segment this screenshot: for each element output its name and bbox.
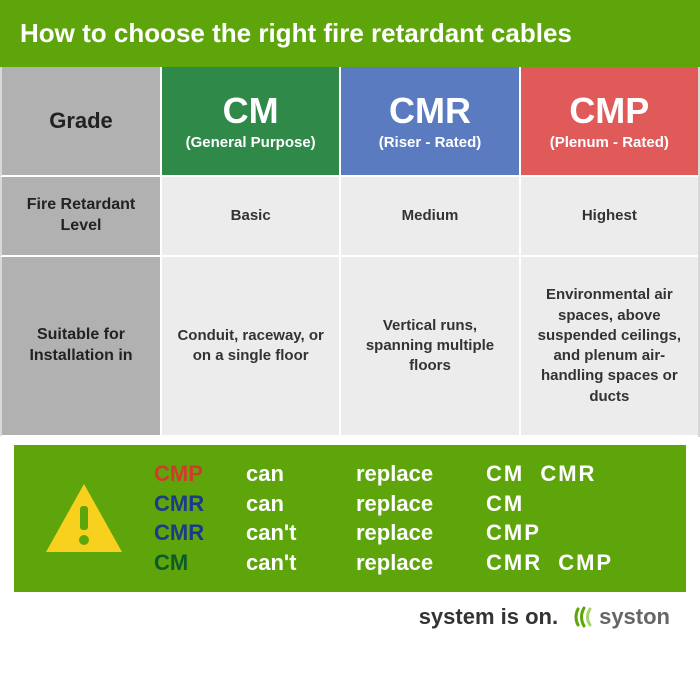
rule-line: CM can't replace CMR CMP [154,548,666,578]
rule-objects: CMR CMP [486,548,666,578]
row-label-level: Fire Retardant Level [0,177,160,257]
column-subtitle: (Plenum - Rated) [550,134,669,151]
rule-action: replace [356,518,486,548]
column-code: CM [223,91,279,131]
rule-subject: CMR [154,489,246,519]
footer-tagline: system is on. [419,604,558,630]
table-cell: Vertical runs, spanning multiple floors [339,257,518,437]
table-cell: Conduit, raceway, or on a single floor [160,257,339,437]
rule-objects: CM [486,489,666,519]
table-cell: Environmental air spaces, above suspende… [519,257,698,437]
row-label-suitable: Suitable for Installation in [0,257,160,437]
rule-action: replace [356,489,486,519]
rule-verb: can [246,459,356,489]
rule-subject: CMP [154,459,246,489]
column-code: CMR [389,91,471,131]
rule-line: CMR can't replace CMP [154,518,666,548]
column-subtitle: (Riser - Rated) [379,134,482,151]
rule-subject: CM [154,548,246,578]
column-header-cm: CM (General Purpose) [160,67,339,177]
rule-action: replace [356,459,486,489]
rule-line: CMR can replace CM [154,489,666,519]
rule-line: CMP can replace CM CMR [154,459,666,489]
column-header-cmr: CMR (Riser - Rated) [339,67,518,177]
rules-list: CMP can replace CM CMR CMR can replace C… [154,459,666,578]
logo-icon [572,605,596,629]
rules-panel: CMP can replace CM CMR CMR can replace C… [14,445,686,592]
table-cell: Basic [160,177,339,257]
rule-objects: CMP [486,518,666,548]
comparison-table: Grade CM (General Purpose) CMR (Riser - … [0,67,700,437]
column-header-cmp: CMP (Plenum - Rated) [519,67,698,177]
alert-icon [44,482,124,554]
table-cell: Medium [339,177,518,257]
table-cell: Highest [519,177,698,257]
rule-verb: can't [246,548,356,578]
rule-subject: CMR [154,518,246,548]
footer: system is on. syston [0,592,700,630]
rule-action: replace [356,548,486,578]
brand-logo: syston [572,604,670,630]
column-subtitle: (General Purpose) [186,134,316,151]
rule-verb: can [246,489,356,519]
brand-name: syston [599,604,670,630]
column-code: CMP [569,91,649,131]
page-title: How to choose the right fire retardant c… [0,0,700,67]
row-label-grade: Grade [0,67,160,177]
rule-verb: can't [246,518,356,548]
rule-objects: CM CMR [486,459,666,489]
